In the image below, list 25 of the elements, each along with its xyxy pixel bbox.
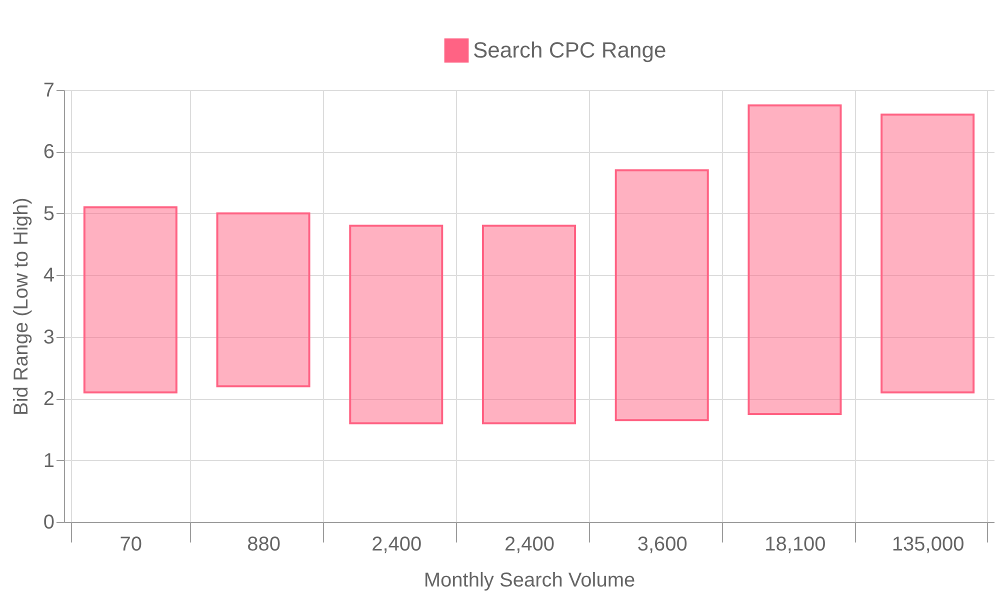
- y-tick-label: 4: [43, 264, 54, 287]
- y-tick-label: 3: [43, 326, 54, 348]
- bar: [614, 169, 709, 422]
- y-tick-label: 1: [43, 450, 54, 472]
- bar: [83, 206, 178, 394]
- x-tick-label: 18,100: [764, 534, 826, 556]
- x-tick-label: 3,600: [637, 534, 688, 556]
- y-tick-label: 5: [43, 202, 54, 225]
- y-tick-label: 6: [43, 141, 54, 164]
- x-tick-label: 70: [120, 534, 142, 556]
- x-tick-label: 2,400: [504, 534, 555, 556]
- legend-label: Search CPC Range: [473, 38, 666, 62]
- y-axis-title: Bid Range (Low to High): [10, 198, 32, 416]
- bar: [349, 224, 444, 424]
- y-tick-label: 7: [43, 80, 54, 102]
- x-tick-label: 880: [247, 534, 280, 556]
- bar: [482, 224, 576, 424]
- bar: [748, 104, 842, 415]
- bar: [880, 114, 975, 394]
- x-tick-label: 135,000: [892, 534, 964, 556]
- y-tick-label: 2: [43, 388, 54, 410]
- bar: [216, 212, 310, 388]
- y-tick-label: 0: [43, 512, 54, 534]
- x-tick-label: 2,400: [372, 534, 422, 556]
- x-axis-title: Monthly Search Volume: [424, 570, 636, 592]
